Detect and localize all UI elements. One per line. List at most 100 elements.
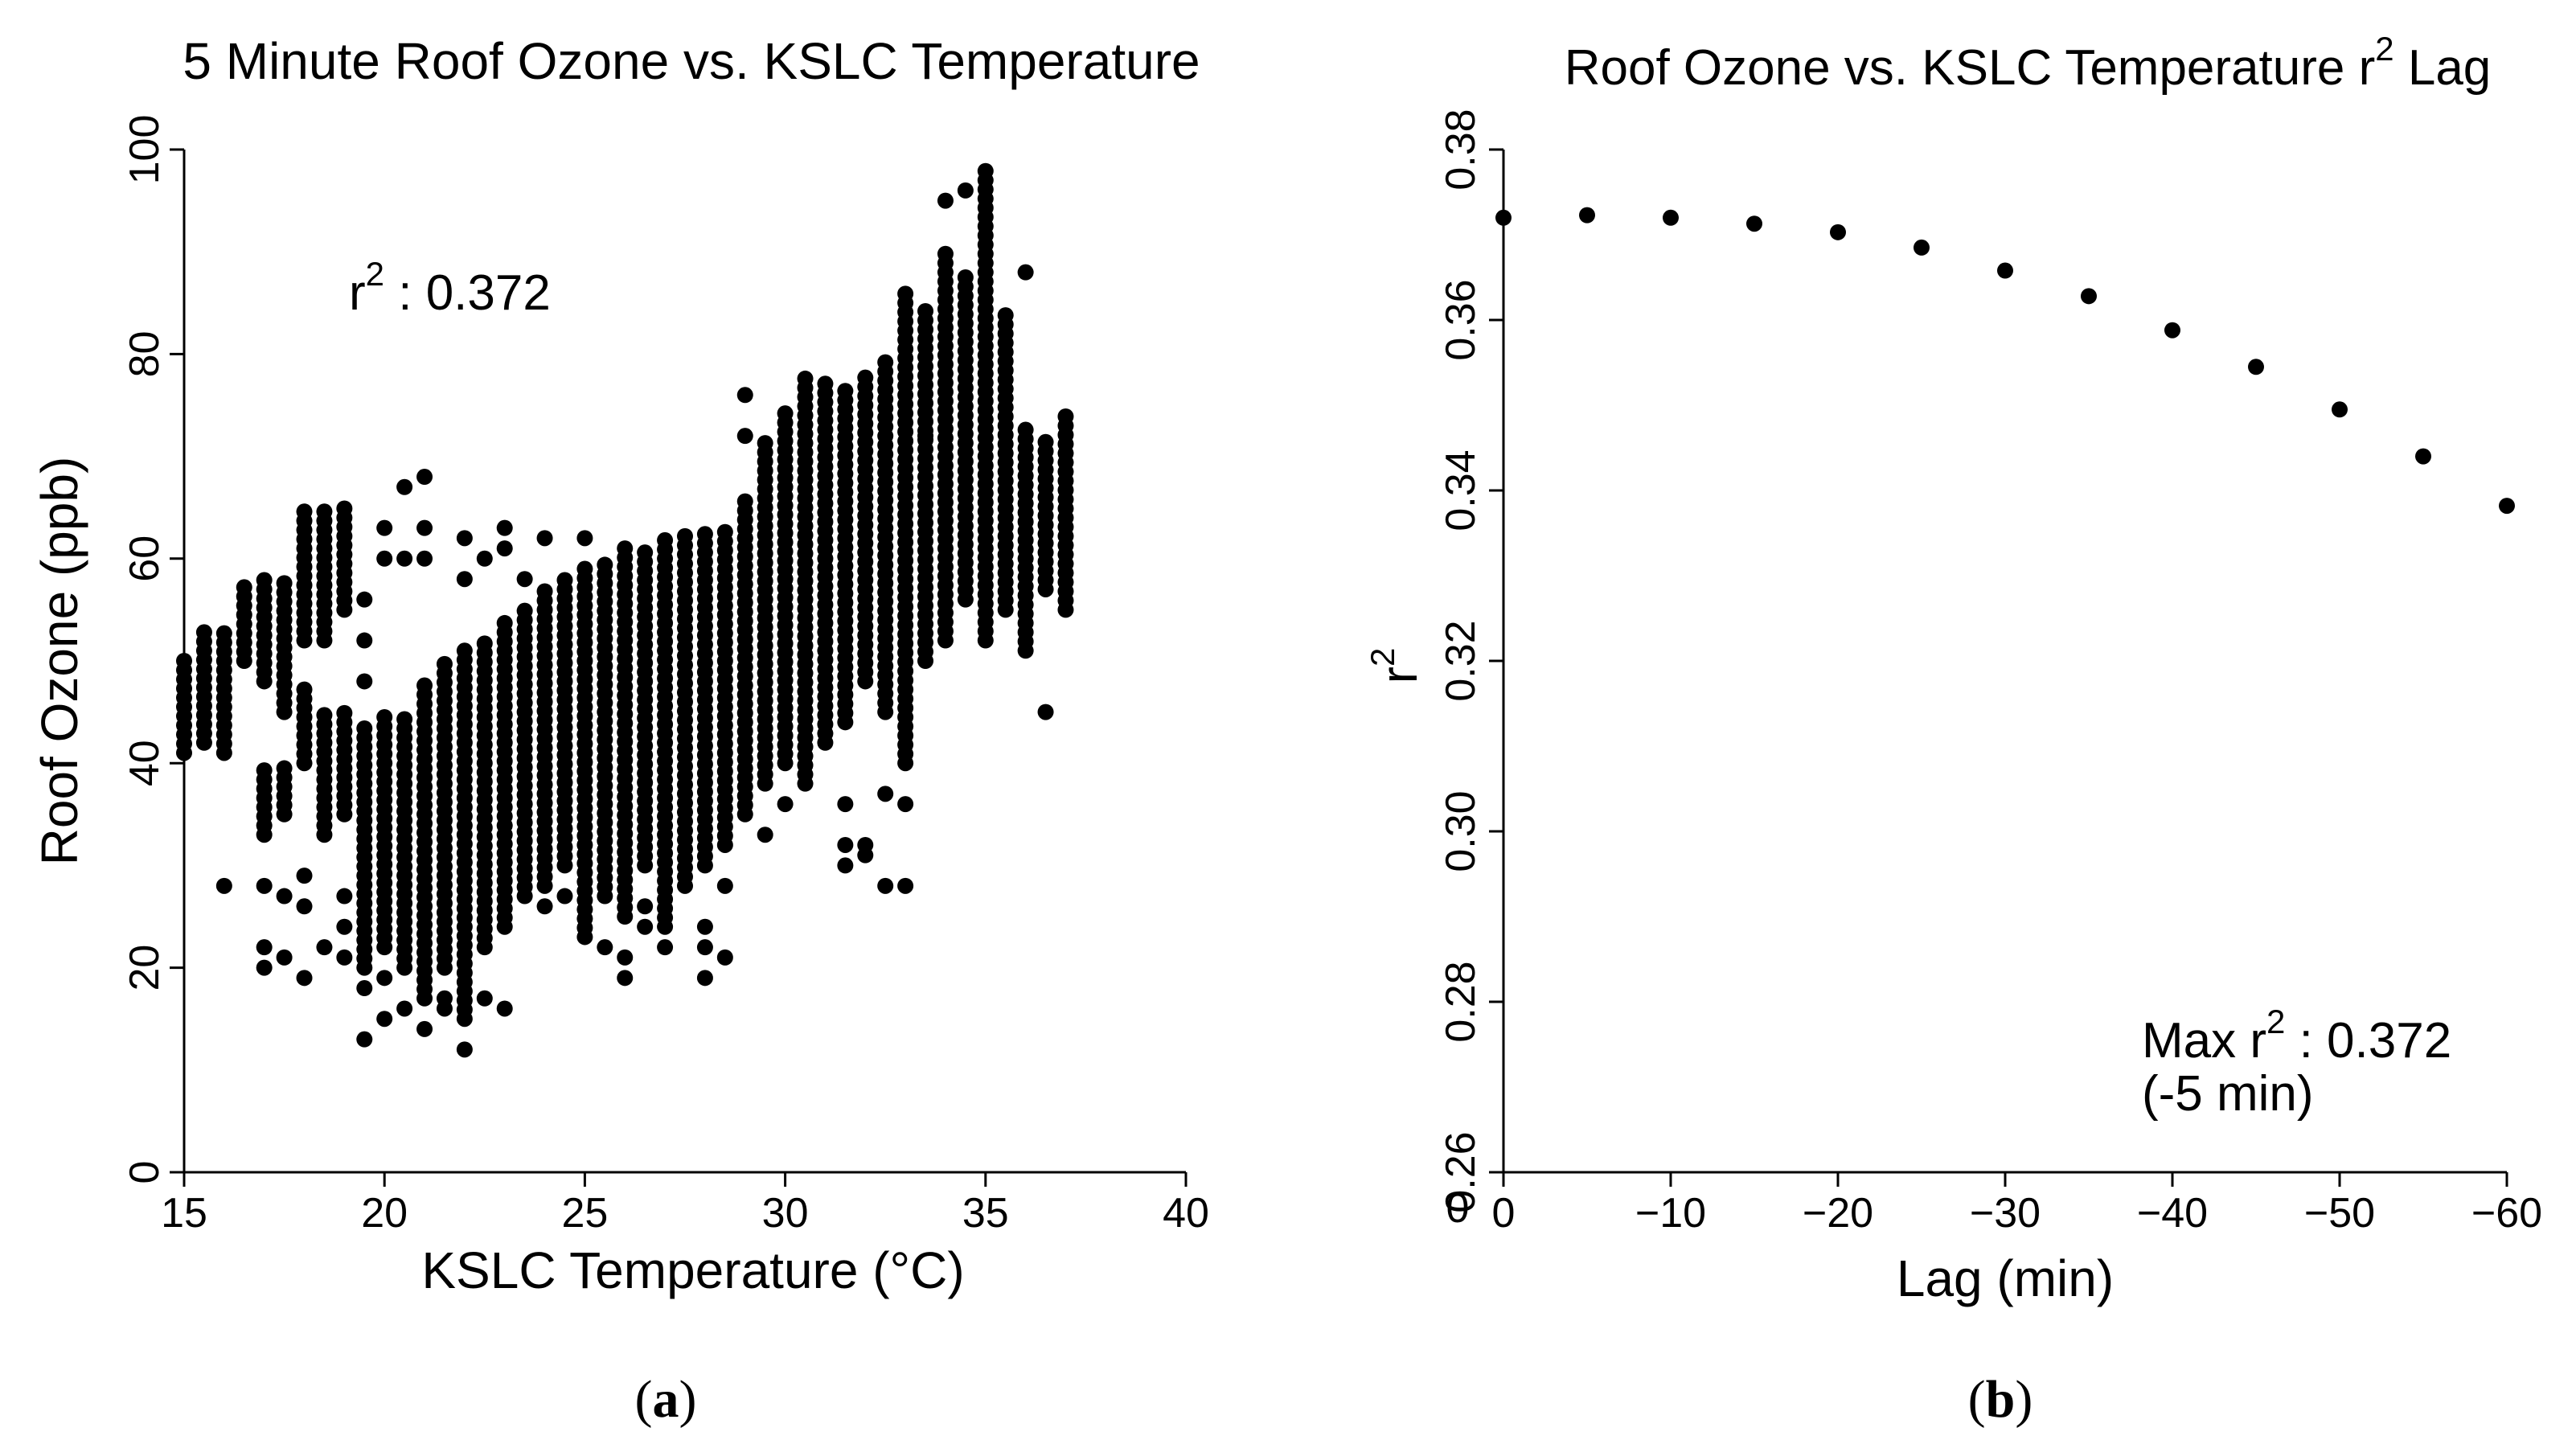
panel-a-points [176, 162, 1074, 1058]
data-point [597, 556, 613, 573]
data-point [336, 918, 353, 935]
panel-a-y-ticks: 0 20 40 60 80 100 [121, 115, 184, 1184]
y-tick-label: 0.36 [1438, 279, 1484, 360]
data-point [977, 162, 994, 179]
lag-data-point [1830, 224, 1846, 240]
lag-data-point [1746, 215, 1762, 232]
lag-data-point [2415, 448, 2431, 465]
data-point [696, 526, 713, 543]
x-tick-label: 15 [161, 1190, 207, 1237]
data-point [336, 949, 353, 966]
data-point [657, 531, 674, 548]
x-tick-label: −60 [2471, 1190, 2542, 1237]
data-point [877, 877, 894, 894]
data-point [1037, 704, 1054, 720]
data-point [276, 760, 293, 777]
data-point [456, 530, 473, 547]
y-tick-label: 40 [121, 740, 168, 786]
data-point [897, 796, 914, 813]
data-point [316, 707, 333, 724]
x-tick-label: 30 [762, 1190, 809, 1237]
data-point [476, 990, 493, 1007]
data-point [416, 519, 433, 536]
data-point [736, 428, 753, 445]
data-point [716, 523, 733, 540]
y-tick-label: 0.28 [1438, 961, 1484, 1042]
data-point [296, 898, 313, 915]
data-point [696, 939, 713, 956]
data-point [777, 405, 794, 422]
data-point [837, 796, 854, 813]
data-point [837, 383, 854, 400]
data-point [516, 602, 533, 619]
panel-b-max-r2-sup: 2 [2266, 1003, 2285, 1040]
panel-a-title: 5 Minute Roof Ozone vs. KSLC Temperature [183, 32, 1200, 90]
data-point [215, 625, 232, 642]
x-tick-label: −30 [1970, 1190, 2041, 1237]
data-point [757, 827, 773, 843]
data-point [316, 939, 333, 956]
data-point [256, 877, 273, 894]
data-point [276, 575, 293, 592]
data-point [195, 624, 212, 641]
lag-data-point [2248, 359, 2264, 375]
data-point [837, 857, 854, 874]
data-point [456, 571, 473, 588]
data-point [396, 711, 413, 728]
y-tick-label: 100 [121, 115, 168, 185]
panel-a-r2-value: : 0.372 [384, 265, 551, 321]
data-point [696, 918, 713, 935]
panel-b-origin-tick-label: 0 [1446, 1185, 1470, 1232]
data-point [556, 572, 573, 589]
panel-b-title: Roof Ozone vs. KSLC Temperature r2 Lag [1565, 30, 2492, 96]
data-point [215, 877, 232, 894]
data-point [376, 708, 393, 725]
data-point [917, 428, 934, 445]
data-point [476, 550, 493, 567]
data-point [637, 898, 654, 915]
y-tick-label: 0.34 [1438, 449, 1484, 531]
data-point [456, 1041, 473, 1058]
panel-a-x-ticks: 15 20 25 30 35 40 [161, 1172, 1209, 1237]
panel-b-y-ticks: 0.26 0.28 0.30 0.32 0.34 0.36 0.38 [1438, 109, 1503, 1213]
y-tick-label: 0.30 [1438, 790, 1484, 872]
panel-b-max-r2-value: : 0.372 [2285, 1013, 2451, 1069]
data-point [897, 877, 914, 894]
data-point [296, 970, 313, 987]
data-point [536, 530, 553, 547]
panel-b-max-r2-lag: (-5 min) [2142, 1066, 2314, 1122]
data-point [256, 959, 273, 976]
data-point [356, 591, 373, 608]
y-tick-label: 0.38 [1438, 109, 1484, 190]
data-point [396, 550, 413, 567]
data-point [256, 939, 273, 956]
x-tick-label: −10 [1635, 1190, 1706, 1237]
lag-data-point [1579, 207, 1595, 224]
data-point [736, 530, 753, 547]
lag-data-point [1663, 209, 1679, 226]
panel-b-max-r2-annotation: Max r2 : 0.372 [2142, 1003, 2451, 1069]
data-point [1057, 408, 1074, 425]
data-point [617, 949, 634, 966]
data-point [256, 572, 273, 589]
data-point [356, 720, 373, 736]
data-point [516, 571, 533, 588]
lag-data-point [1495, 209, 1512, 226]
data-point [416, 677, 433, 694]
data-point [336, 704, 353, 721]
data-point [296, 503, 313, 520]
data-point [997, 307, 1014, 324]
data-point [296, 868, 313, 884]
panel-a-r2-annotation: r2 : 0.372 [349, 255, 551, 321]
data-point [817, 375, 834, 392]
data-point [597, 939, 613, 956]
data-point [276, 888, 293, 905]
data-point [797, 370, 814, 387]
y-tick-label: 60 [121, 535, 168, 582]
data-point [736, 387, 753, 404]
data-point [356, 673, 373, 690]
data-point [356, 980, 373, 997]
data-point [576, 560, 593, 577]
panel-b-y-axis-label: r2 [1364, 648, 1428, 684]
